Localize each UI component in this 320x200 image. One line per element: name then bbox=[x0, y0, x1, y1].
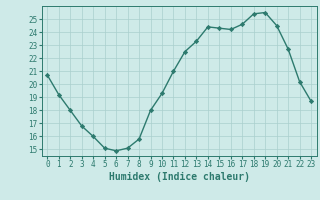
X-axis label: Humidex (Indice chaleur): Humidex (Indice chaleur) bbox=[109, 172, 250, 182]
